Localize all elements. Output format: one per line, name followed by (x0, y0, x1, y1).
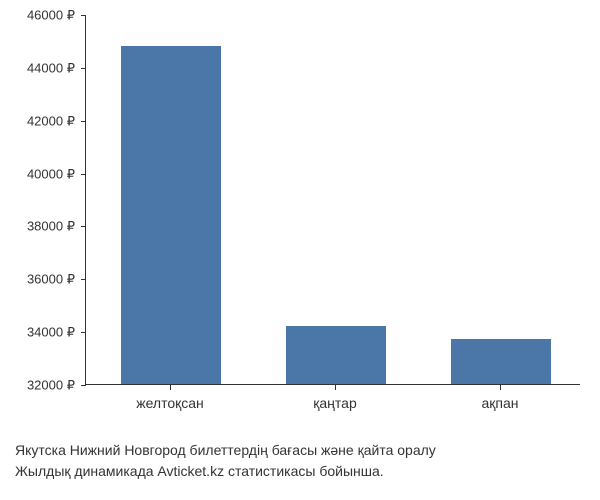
y-tick-label: 34000 ₽ (10, 326, 75, 339)
y-tick-mark (81, 174, 86, 175)
y-tick-mark (81, 385, 86, 386)
x-axis-labels: желтоқсан қаңтар ақпан (85, 395, 580, 425)
chart-container (85, 15, 580, 415)
y-tick-label: 32000 ₽ (10, 379, 75, 392)
chart-caption: Якутска Нижний Новгород билеттердің баға… (15, 440, 585, 482)
y-axis: 32000 ₽34000 ₽36000 ₽38000 ₽40000 ₽42000… (10, 15, 80, 385)
x-tick-label: желтоқсан (136, 395, 204, 411)
y-tick-label: 42000 ₽ (10, 114, 75, 127)
bar (286, 326, 386, 384)
x-tick-label: қаңтар (313, 395, 356, 411)
x-tick-mark (170, 385, 171, 390)
y-tick-mark (81, 121, 86, 122)
y-tick-label: 46000 ₽ (10, 9, 75, 22)
y-tick-mark (81, 279, 86, 280)
x-tick-mark (500, 385, 501, 390)
y-tick-label: 40000 ₽ (10, 167, 75, 180)
y-tick-label: 44000 ₽ (10, 61, 75, 74)
y-tick-label: 36000 ₽ (10, 273, 75, 286)
plot-area (85, 15, 580, 385)
y-tick-mark (81, 15, 86, 16)
y-tick-mark (81, 68, 86, 69)
x-tick-label: ақпан (481, 395, 518, 411)
caption-line-1: Якутска Нижний Новгород билеттердің баға… (15, 440, 585, 461)
y-tick-mark (81, 226, 86, 227)
bar (451, 339, 551, 384)
x-tick-mark (335, 385, 336, 390)
y-tick-label: 38000 ₽ (10, 220, 75, 233)
y-tick-mark (81, 332, 86, 333)
bar (121, 46, 221, 384)
caption-line-2: Жылдық динамикада Avticket.kz статистика… (15, 461, 585, 482)
